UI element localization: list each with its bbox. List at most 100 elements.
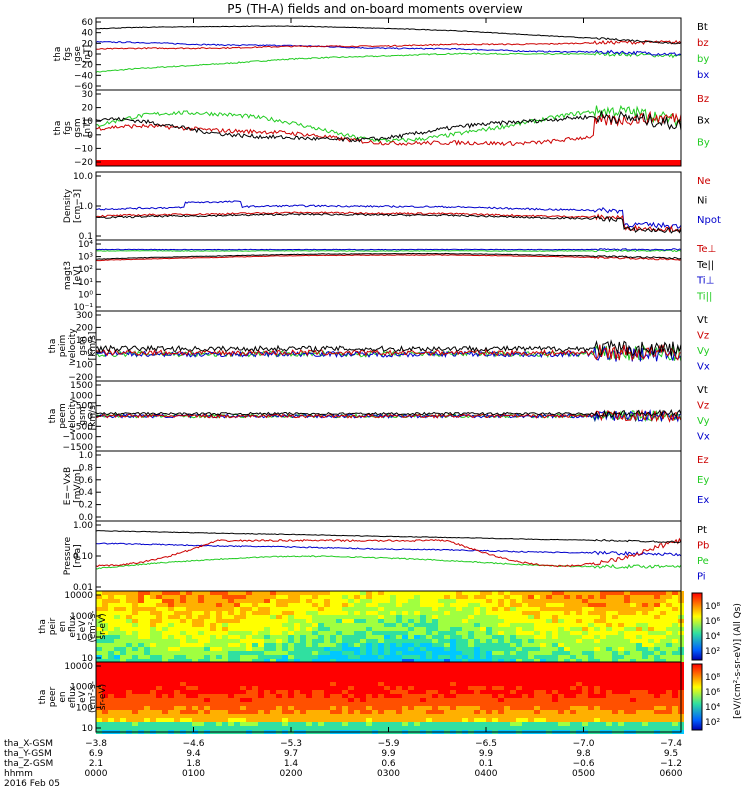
ylabel-p2: tha	[53, 121, 63, 136]
ytick-label: 0.2	[79, 501, 93, 511]
ytick-label: 10000	[64, 591, 93, 601]
ytick-label: 1500	[70, 381, 93, 391]
legend-Bz: Bz	[697, 94, 709, 105]
xaxis-value: 0500	[572, 769, 595, 779]
ylabel-p9: tha	[38, 619, 48, 634]
ylabel-p10: peer	[48, 686, 58, 707]
ylabel-p5: peim	[58, 335, 68, 358]
ylabel-p8: Pressure	[63, 536, 73, 575]
legend-Npot: Npot	[697, 215, 721, 226]
legend-Ti⊥: Ti⊥	[696, 276, 714, 287]
xaxis-value: 0300	[377, 769, 400, 779]
legend-Pe: Pe	[697, 556, 709, 567]
ylabel-p6: velocity	[68, 398, 78, 434]
ytick-label: 10⁰	[78, 290, 93, 300]
ylabel-p9: eV	[78, 620, 88, 633]
series-Ni	[95, 212, 682, 234]
ytick-label: 10⁴	[78, 240, 93, 250]
legend-Pi: Pi	[697, 572, 706, 583]
ytick-label: 0.6	[79, 476, 94, 486]
series-Vt-ion	[95, 339, 682, 357]
spectrogram-electron	[96, 662, 684, 734]
ytick-label: −10	[74, 144, 93, 154]
chart-title: P5 (TH-A) fields and on-board moments ov…	[227, 2, 523, 16]
xaxis-value: 0000	[85, 769, 108, 779]
ytick-label: 1000	[70, 612, 93, 622]
series-Vz-elec	[95, 409, 682, 423]
xaxis-value: 9.4	[186, 749, 201, 759]
panel-frame-p8	[95, 520, 682, 592]
ytick-label: 20	[82, 39, 94, 49]
ylabel-p9: peir	[48, 617, 58, 635]
xaxis-value: 1.8	[186, 759, 201, 769]
series-Bx	[95, 109, 682, 143]
series-Vy-ion	[95, 344, 682, 362]
ytick-label: 0	[87, 348, 93, 358]
colorbar-tick: 10²	[705, 647, 720, 657]
ylabel-p2: fgs	[63, 121, 73, 135]
xaxis-value: 1.4	[284, 759, 299, 769]
ytick-label: −100	[68, 361, 93, 371]
ytick-label: 500	[76, 402, 93, 412]
legend-Vt: Vt	[697, 385, 708, 396]
series-Te-par	[95, 252, 682, 260]
ylabel-p4: [eV]	[73, 266, 83, 285]
legend-Vt: Vt	[697, 315, 708, 326]
xaxis-value: −4.6	[183, 739, 205, 749]
ylabel-p9: en	[58, 621, 68, 632]
ytick-label: 0.10	[73, 552, 93, 562]
ytick-label: 10¹	[78, 278, 93, 288]
xaxis-row-label: tha_Y-GSM	[4, 749, 52, 759]
ytick-label: −1500	[63, 443, 94, 453]
ytick-label: 100	[76, 336, 93, 346]
ytick-label: 1.00	[73, 521, 93, 531]
panel-frame-p2	[95, 89, 682, 167]
xaxis-value: 9.9	[381, 749, 396, 759]
ytick-label: 0.01	[73, 583, 93, 593]
ytick-label: −1000	[63, 433, 94, 443]
ytick-label: 10	[82, 117, 94, 127]
xaxis-value: −7.4	[660, 739, 682, 749]
ylabel-p1: gse	[73, 46, 83, 62]
ylabel-p10: (cm²-s-	[88, 681, 98, 713]
quality-flag-bar	[96, 160, 681, 166]
colorbar-tick: 10⁶	[705, 617, 720, 627]
colorbar-tick: 10⁴	[705, 703, 720, 713]
ytick-label: 1.0	[79, 202, 94, 212]
ylabel-p10: en	[58, 691, 68, 702]
legend-Te||: Te||	[696, 260, 714, 271]
legend-Ey: Ey	[697, 475, 709, 486]
series-bz	[95, 39, 682, 50]
ytick-label: 100	[76, 633, 93, 643]
ytick-label: 0.4	[79, 488, 94, 498]
xaxis-value: −5.3	[280, 739, 302, 749]
series-Ti-par	[95, 249, 682, 253]
series-Pi	[95, 542, 682, 557]
ytick-label: 30	[82, 90, 94, 100]
legend-Ex: Ex	[697, 495, 709, 506]
ylabel-p6: tha	[48, 409, 58, 424]
legend-bx: bx	[697, 70, 709, 81]
ylabel-p9: sr-eV)	[98, 613, 108, 639]
legend-Vz: Vz	[697, 331, 709, 342]
plot-date: 2016 Feb 05	[4, 779, 60, 789]
xaxis-value: −1.2	[660, 759, 682, 769]
ytick-label: 0.8	[79, 463, 94, 473]
colorbar-tick: 10⁶	[705, 688, 720, 698]
colorbar-tick: 10⁸	[705, 673, 720, 683]
ytick-label: 0.1	[79, 232, 93, 242]
ytick-label: 10	[82, 724, 94, 734]
ytick-label: −500	[68, 422, 93, 432]
ytick-label: 200	[76, 323, 93, 333]
ylabel-p7: E=−VxB	[63, 467, 73, 505]
ylabel-p1: tha	[53, 47, 63, 62]
legend-Vy: Vy	[697, 416, 710, 427]
xaxis-value: 0.1	[479, 759, 493, 769]
series-Ne	[95, 211, 682, 233]
colorbar-1	[691, 592, 703, 661]
ytick-label: 10³	[78, 253, 93, 263]
ylabel-p6: gsm	[78, 406, 88, 425]
legend-Bx: Bx	[697, 116, 710, 127]
ylabel-p4: magt3	[63, 261, 73, 290]
panel-frame-p5	[95, 310, 682, 382]
